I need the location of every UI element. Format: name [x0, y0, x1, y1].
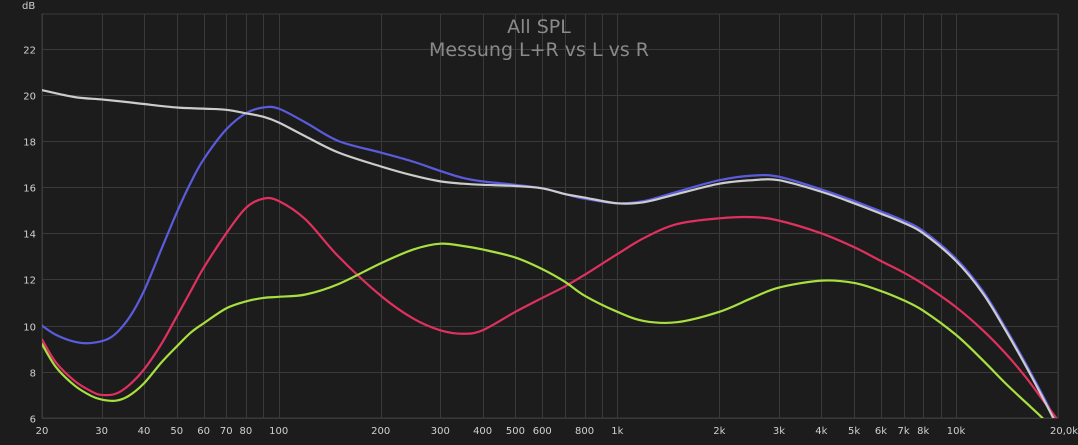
- y-tick-label: 20: [23, 92, 36, 103]
- x-tick-label: 3k: [773, 426, 785, 437]
- y-axis-unit: dB: [22, 1, 35, 12]
- y-tick-label: 8: [30, 369, 36, 380]
- y-tick-label: 10: [23, 323, 36, 334]
- x-tick-label: 70: [220, 426, 233, 437]
- x-tick-label: 40: [138, 426, 151, 437]
- x-tick-label: 1k: [611, 426, 623, 437]
- x-tick-label: 600: [533, 426, 552, 437]
- x-tick-label: 6k: [875, 426, 887, 437]
- chart-title: All SPL: [507, 16, 571, 38]
- x-tick-label: 100: [269, 426, 288, 437]
- y-tick-label: 6: [30, 415, 36, 426]
- chart-subtitle: Messung L+R vs L vs R: [429, 39, 649, 61]
- x-tick-label: 2k: [713, 426, 725, 437]
- x-tick-label: 20: [36, 426, 49, 437]
- y-tick-label: 12: [23, 276, 36, 287]
- x-tick-label: 7k: [898, 426, 910, 437]
- x-tick-label: 5k: [848, 426, 860, 437]
- x-tick-label: 300: [431, 426, 450, 437]
- x-tick-label: 200: [371, 426, 390, 437]
- x-tick-label: 80: [240, 426, 253, 437]
- series-line-3: [42, 242, 1045, 418]
- x-tick-label: 800: [575, 426, 594, 437]
- tick-labels: 6 8 10 12 14 16 18 20 22 20 30 40 50 60 70 80 100 200 300 4…: [23, 46, 1078, 438]
- x-tick-label: 20,0k Hz: [1050, 426, 1078, 437]
- y-tick-label: 16: [23, 184, 36, 195]
- x-tick-label: 10k: [947, 426, 966, 437]
- x-tick-label: 30: [95, 426, 108, 437]
- y-tick-label: 22: [23, 46, 36, 57]
- series-line-1: [42, 105, 1056, 418]
- x-tick-label: 500: [506, 426, 525, 437]
- y-tick-label: 14: [23, 230, 36, 241]
- x-tick-label: 50: [170, 426, 183, 437]
- grid: [41, 13, 1059, 419]
- series-line-4: [42, 89, 1055, 418]
- y-tick-label: 18: [23, 138, 36, 149]
- x-tick-label: 60: [197, 426, 210, 437]
- x-tick-label: 8k: [917, 426, 929, 437]
- series-group: [42, 89, 1058, 418]
- x-tick-label: 400: [473, 426, 492, 437]
- x-tick-label: 4k: [815, 426, 827, 437]
- series-line-2: [42, 196, 1058, 418]
